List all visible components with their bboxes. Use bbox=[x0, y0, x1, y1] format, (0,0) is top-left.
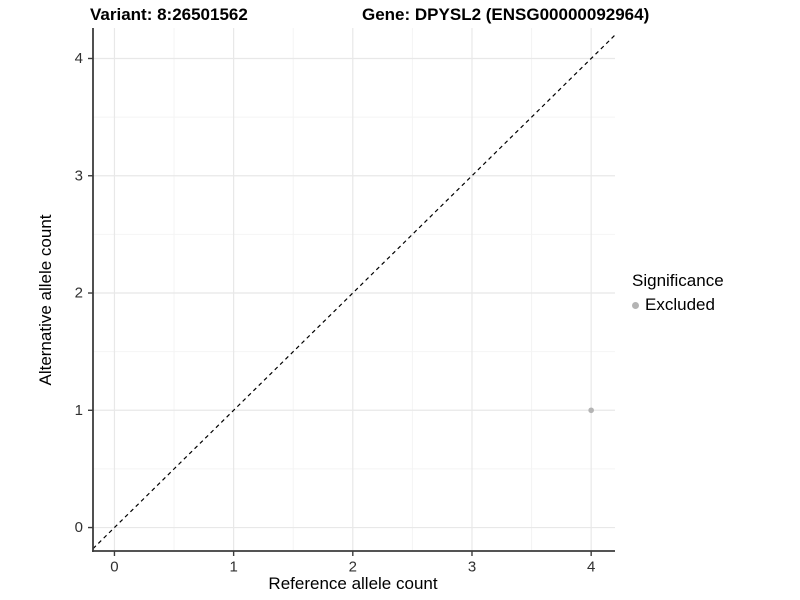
legend-title: Significance bbox=[632, 271, 724, 290]
x-tick-label: 2 bbox=[349, 558, 357, 575]
legend-item-label: Excluded bbox=[645, 295, 715, 314]
data-point bbox=[588, 407, 594, 414]
plot-title-gene: Gene: DPYSL2 (ENSG00000092964) bbox=[362, 5, 650, 24]
x-axis-title: Reference allele count bbox=[268, 574, 438, 593]
plot-title-variant: Variant: 8:26501562 bbox=[90, 5, 248, 24]
legend-point-icon bbox=[632, 301, 639, 309]
x-tick-label: 3 bbox=[468, 558, 476, 575]
identity-line bbox=[92, 34, 616, 550]
y-tick-label: 3 bbox=[75, 167, 83, 184]
y-tick-label: 0 bbox=[75, 519, 83, 536]
x-tick-label: 1 bbox=[229, 558, 237, 575]
legend-item-excluded: Excluded bbox=[632, 295, 724, 315]
y-tick-label: 4 bbox=[75, 50, 83, 67]
legend: Significance Excluded bbox=[632, 271, 724, 315]
x-tick-label: 4 bbox=[587, 558, 595, 575]
y-tick-label: 1 bbox=[75, 402, 83, 419]
x-tick-label: 0 bbox=[110, 558, 118, 575]
y-axis-title: Alternative allele count bbox=[36, 214, 55, 386]
y-tick-label: 2 bbox=[75, 285, 83, 302]
